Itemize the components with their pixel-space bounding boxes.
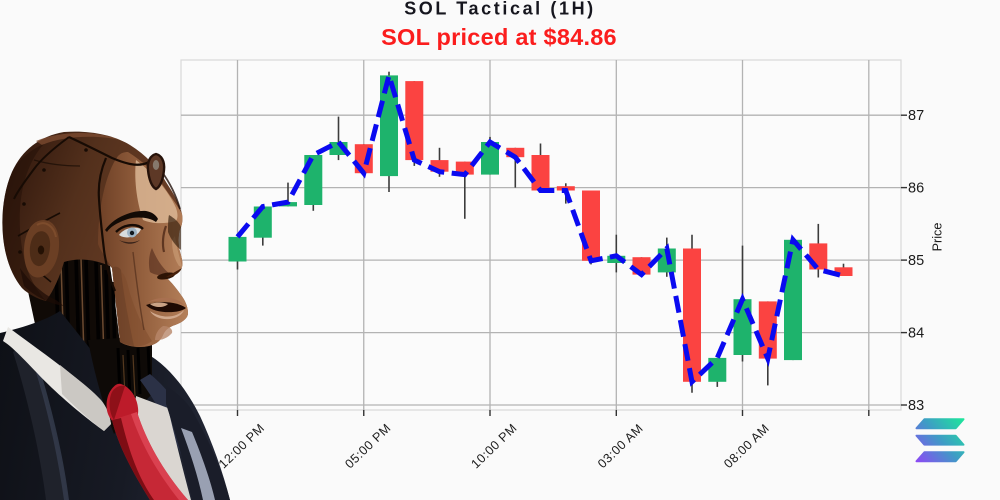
svg-text:Price: Price (931, 223, 945, 252)
svg-text:85: 85 (908, 253, 924, 269)
svg-text:83: 83 (908, 398, 924, 414)
svg-text:87: 87 (908, 108, 924, 124)
svg-text:86: 86 (908, 181, 924, 197)
svg-text:SOL priced at $84.86: SOL priced at $84.86 (381, 24, 617, 50)
svg-text:SOL Tactical (1H): SOL Tactical (1H) (404, 0, 596, 19)
svg-text:84: 84 (908, 326, 924, 342)
